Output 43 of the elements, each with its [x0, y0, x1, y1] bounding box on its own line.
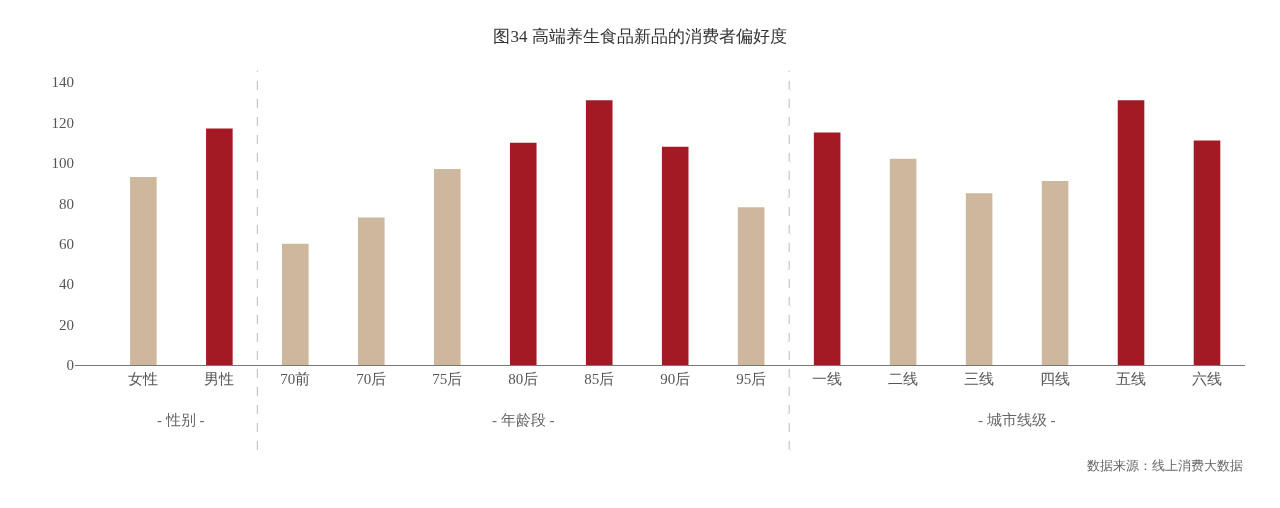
bar — [661, 146, 689, 365]
bar — [965, 193, 993, 365]
bar — [130, 177, 157, 365]
bar — [282, 243, 309, 365]
bar — [358, 217, 385, 365]
y-tick-label: 140 — [51, 74, 74, 91]
chart-title: 图34 高端养生食品新品的消费者偏好度 — [493, 27, 787, 47]
y-tick-label: 60 — [59, 235, 74, 252]
text: - 性别 - — [157, 412, 205, 428]
bar — [737, 207, 765, 365]
x-tick-label: 男性 — [204, 371, 235, 387]
x-tick-label: 女性 — [128, 371, 159, 387]
y-tick-label: 100 — [51, 155, 74, 172]
x-tick-label: 三线 — [964, 371, 995, 387]
y-tick-label: 120 — [51, 114, 74, 131]
bar — [1193, 140, 1221, 365]
x-tick-label: 70前 — [280, 371, 311, 387]
y-tick-label: 20 — [59, 316, 74, 333]
x-tick-label: 80后 — [508, 371, 539, 387]
bar — [509, 142, 537, 365]
x-tick-label: 一线 — [812, 371, 843, 387]
x-tick-label: 70后 — [356, 371, 387, 387]
text: - 城市线级 - — [978, 412, 1056, 428]
y-tick-label: 0 — [66, 357, 74, 374]
y-tick-label: 80 — [59, 195, 74, 212]
bar — [585, 100, 613, 365]
x-tick-label: 75后 — [432, 371, 463, 387]
x-tick-label: 85后 — [584, 371, 615, 387]
x-tick-label: 六线 — [1192, 371, 1223, 387]
x-tick-label: 二线 — [888, 371, 919, 387]
bar — [889, 158, 917, 365]
bar — [206, 128, 233, 365]
x-tick-label: 五线 — [1116, 371, 1147, 387]
x-tick-label: 四线 — [1040, 371, 1071, 387]
source-note: 数据来源：线上消费大数据 — [1087, 458, 1243, 473]
bar — [1117, 100, 1145, 365]
y-tick-label: 40 — [59, 276, 74, 293]
bar — [433, 168, 461, 365]
x-tick-label: 95后 — [736, 371, 767, 387]
bar — [1041, 181, 1069, 365]
text: - 年龄段 - — [492, 412, 555, 428]
bar — [813, 132, 841, 365]
x-tick-label: 90后 — [660, 371, 691, 387]
